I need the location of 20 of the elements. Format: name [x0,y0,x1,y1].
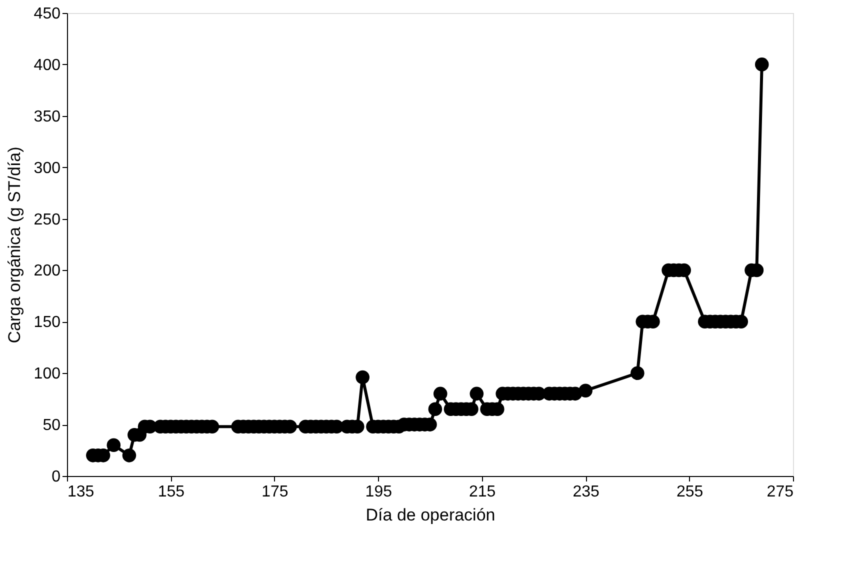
x-tick-label: 255 [676,484,704,500]
x-axis-title: Día de operación [366,506,496,524]
y-tick-label: 200 [34,262,61,280]
y-tick-label: 100 [34,366,61,383]
x-tick-label: 275 [766,484,794,500]
y-tick-label: 450 [34,6,61,22]
y-tick-label: 350 [34,108,61,126]
y-tick-label: 150 [34,314,61,332]
x-tick-label: 155 [158,484,185,500]
x-tick-label: 235 [572,484,600,500]
y-tick-label: 300 [34,160,61,177]
y-tick-label: 250 [34,211,61,228]
y-axis-title: Carga orgánica (g ST/día) [4,146,24,344]
x-tick-label: 195 [365,484,392,500]
x-tick-label: 215 [469,484,496,500]
y-tick-label: 0 [52,468,61,486]
x-tick-label: 135 [68,484,94,500]
y-tick-label: 50 [42,417,61,434]
x-tick-label: 175 [262,484,288,500]
y-tick-label: 400 [34,56,61,74]
